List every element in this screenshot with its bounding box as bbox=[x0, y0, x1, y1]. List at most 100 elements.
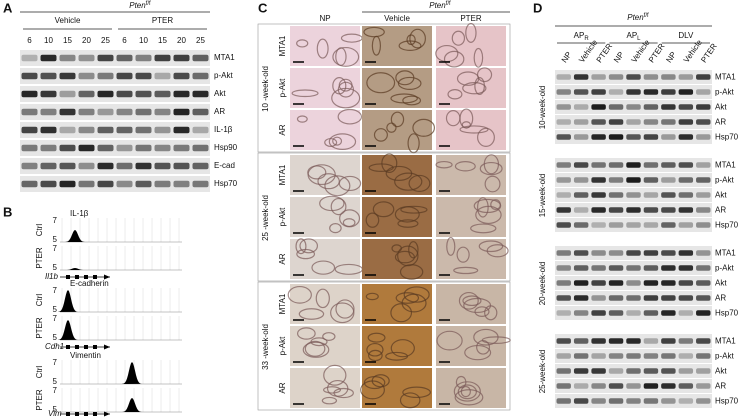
gland bbox=[367, 332, 386, 343]
gland bbox=[394, 172, 423, 191]
exon bbox=[93, 345, 97, 349]
micrograph bbox=[362, 197, 432, 237]
blot-band bbox=[59, 90, 76, 98]
column-label: PTER bbox=[460, 14, 482, 23]
gland bbox=[360, 380, 385, 400]
blot-band bbox=[556, 74, 571, 80]
blot-band bbox=[154, 54, 171, 62]
blot-background bbox=[555, 379, 712, 393]
stain-label: AR bbox=[278, 382, 287, 393]
blot-band bbox=[192, 126, 209, 134]
blot-band bbox=[573, 222, 589, 228]
blot-band bbox=[643, 368, 659, 374]
signal-peak bbox=[122, 398, 142, 412]
lane-label: 10 bbox=[44, 36, 53, 45]
gland bbox=[337, 81, 355, 98]
group-frame bbox=[257, 281, 511, 411]
blot-band bbox=[661, 134, 676, 140]
exon bbox=[75, 412, 79, 416]
blot-band bbox=[661, 207, 676, 213]
gland bbox=[335, 299, 355, 319]
gland bbox=[324, 175, 351, 197]
gland bbox=[381, 153, 398, 173]
blot-band bbox=[573, 134, 589, 140]
gland bbox=[397, 76, 422, 90]
gland bbox=[408, 241, 419, 259]
blot-band bbox=[661, 338, 676, 344]
blot-band bbox=[173, 54, 190, 62]
blot-band bbox=[135, 126, 152, 134]
gland bbox=[365, 292, 379, 301]
group-name: DLV bbox=[678, 31, 694, 40]
blot-band bbox=[661, 398, 676, 404]
blot-label: Hsp70 bbox=[715, 309, 739, 318]
blot-band bbox=[556, 162, 571, 168]
exon bbox=[66, 412, 70, 416]
gland bbox=[451, 30, 466, 46]
blot-band bbox=[626, 177, 641, 183]
blot-band bbox=[556, 207, 571, 213]
blot-band bbox=[21, 90, 38, 98]
track-name: Ctrl bbox=[35, 294, 44, 307]
age-label: 33 -week-old bbox=[261, 324, 270, 370]
micrograph bbox=[362, 326, 432, 366]
blot-band bbox=[556, 310, 571, 316]
blot-band bbox=[21, 180, 38, 188]
blot-band bbox=[173, 180, 190, 188]
age-label: 15-week-old bbox=[538, 174, 547, 218]
gland bbox=[477, 127, 495, 147]
blot-band bbox=[661, 353, 676, 359]
blot-band bbox=[573, 177, 589, 183]
blot-band bbox=[573, 338, 589, 344]
gland bbox=[473, 47, 484, 68]
blot-band bbox=[678, 295, 694, 301]
gland bbox=[401, 293, 427, 313]
blot-band bbox=[192, 144, 209, 152]
blot-band bbox=[59, 126, 76, 134]
gland bbox=[394, 250, 415, 264]
blot-band bbox=[626, 74, 641, 80]
blot-background bbox=[555, 218, 712, 232]
scale-max: 7 bbox=[53, 244, 58, 253]
blot-band bbox=[40, 108, 57, 116]
blot-band bbox=[116, 126, 133, 134]
lane-label: 20 bbox=[82, 36, 91, 45]
age-label: 25-week-old bbox=[538, 350, 547, 394]
age-label: 10-week-old bbox=[538, 86, 547, 130]
gland bbox=[298, 308, 325, 320]
blot-band bbox=[40, 72, 57, 80]
blot-label: Akt bbox=[715, 279, 727, 288]
gland bbox=[460, 385, 471, 398]
micrograph bbox=[362, 110, 432, 150]
blot-band bbox=[78, 54, 95, 62]
blot-band bbox=[591, 74, 606, 80]
gland bbox=[394, 206, 420, 223]
blot-band bbox=[678, 207, 694, 213]
column-label: Vehicle bbox=[384, 14, 410, 23]
gland bbox=[486, 244, 509, 258]
stain-label: p-Akt bbox=[278, 78, 287, 97]
blot-band bbox=[573, 310, 589, 316]
blot-band bbox=[556, 119, 571, 125]
blot-band bbox=[78, 126, 95, 134]
blot-band bbox=[556, 368, 571, 374]
panel-label: B bbox=[3, 204, 12, 219]
gland bbox=[459, 108, 474, 129]
blot-band bbox=[154, 108, 171, 116]
blot-band bbox=[608, 383, 624, 389]
gland bbox=[323, 386, 342, 394]
blot-band bbox=[59, 180, 76, 188]
blot-label: MTA1 bbox=[214, 53, 235, 62]
gland bbox=[322, 332, 336, 341]
blot-band bbox=[608, 207, 624, 213]
signal-peak bbox=[122, 362, 142, 384]
blot-band bbox=[116, 108, 133, 116]
blot-band bbox=[192, 162, 209, 170]
blot-band bbox=[97, 126, 114, 134]
age-label: 20-week-old bbox=[538, 262, 547, 306]
lane-label: 10 bbox=[139, 36, 148, 45]
blot-band bbox=[573, 192, 589, 198]
gland bbox=[316, 38, 329, 59]
blot-band bbox=[591, 104, 606, 110]
exon bbox=[66, 345, 70, 349]
